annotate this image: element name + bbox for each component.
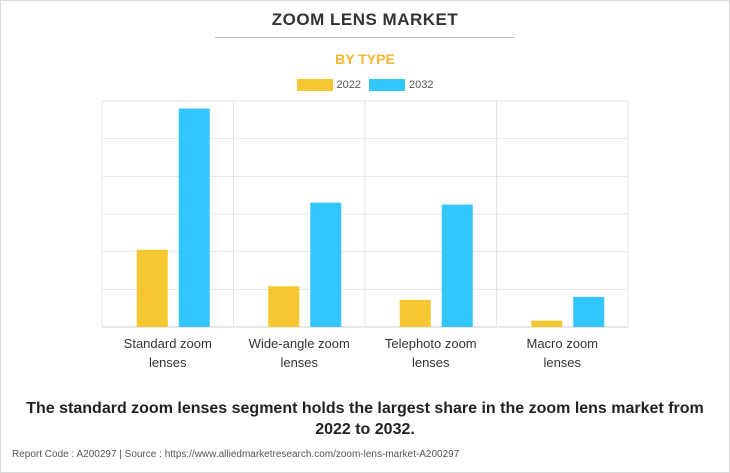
category-label-2: Telephoto zoom lenses <box>371 334 491 372</box>
bar-2032-1[interactable] <box>310 202 342 327</box>
bar-2032-2[interactable] <box>441 204 473 327</box>
category-label-1: Wide-angle zoom lenses <box>239 334 359 372</box>
category-label-line: lenses <box>280 355 319 370</box>
legend-swatch-2032 <box>369 79 405 91</box>
category-label-line: lenses <box>148 355 187 370</box>
category-label-line: lenses <box>411 355 450 370</box>
category-label-line: Standard zoom <box>123 336 212 351</box>
legend-item-2022[interactable]: 2022 <box>296 79 361 91</box>
legend-item-2032[interactable]: 2032 <box>369 79 433 91</box>
chart-title: ZOOM LENS MARKET <box>271 10 459 29</box>
chart-subtitle: BY TYPE <box>335 51 395 67</box>
bar-2022-2[interactable] <box>399 299 431 327</box>
category-label-line: Telephoto zoom <box>384 336 477 351</box>
bar-2032-0[interactable] <box>178 108 210 328</box>
bar-2022-3[interactable] <box>531 320 563 327</box>
bar-2032-3[interactable] <box>573 296 605 327</box>
category-label-line: lenses <box>543 355 582 370</box>
category-label-line: Wide-angle zoom <box>248 336 350 351</box>
title-divider <box>215 37 515 38</box>
category-label-3: Macro zoom lenses <box>502 334 622 372</box>
chart-caption: The standard zoom lenses segment holds t… <box>26 400 704 438</box>
source-note: Report Code : A200297 | Source : https:/… <box>12 449 460 460</box>
category-label-line: Macro zoom <box>526 336 599 351</box>
legend-label-2022: 2022 <box>336 79 361 91</box>
legend-swatch-2022 <box>296 79 333 91</box>
bar-2022-0[interactable] <box>136 249 168 327</box>
legend: 2022 2032 <box>0 79 730 91</box>
legend-label-2032: 2032 <box>409 79 434 91</box>
category-label-0: Standard zoom lenses <box>108 334 228 372</box>
bar-2022-1[interactable] <box>268 286 300 327</box>
